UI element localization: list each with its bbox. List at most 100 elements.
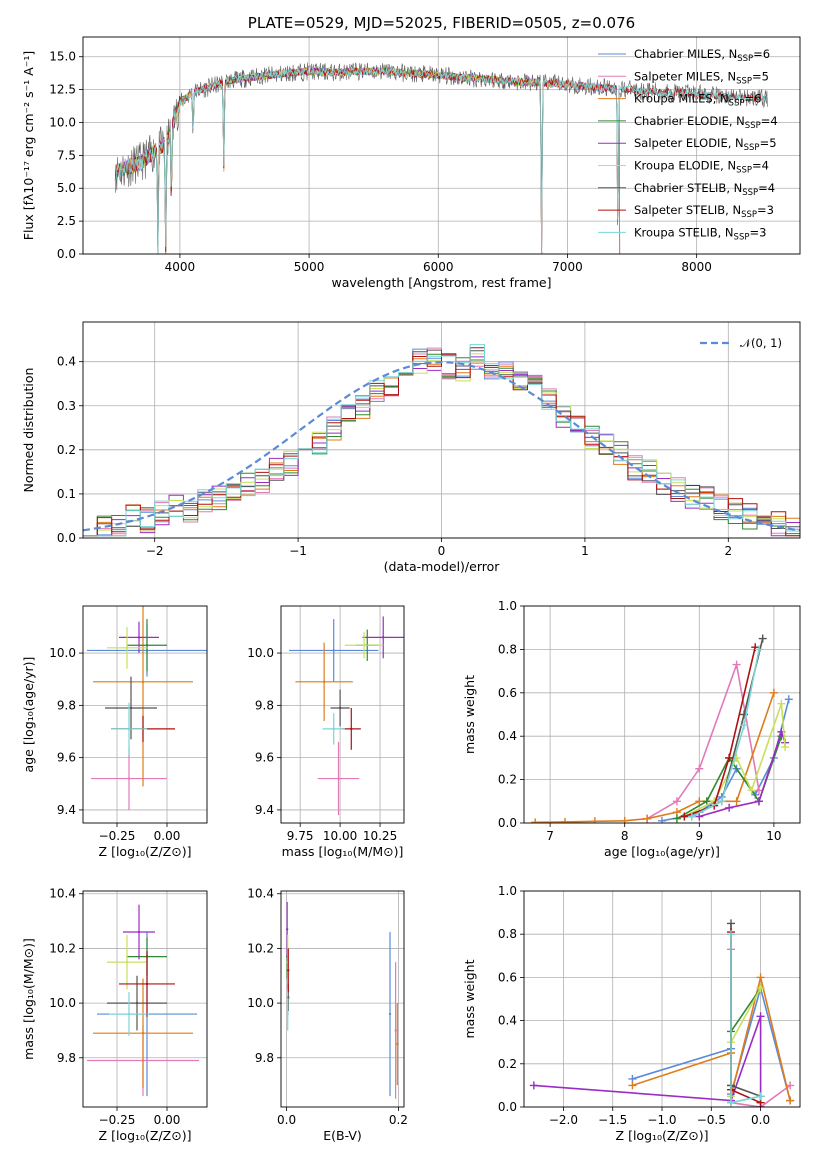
x-tick-label: 10 xyxy=(766,829,781,843)
data-point xyxy=(137,930,141,934)
data-point xyxy=(338,706,342,710)
legend-sub: SSP xyxy=(745,121,761,131)
plus-marker xyxy=(756,984,765,993)
y-tick-label: 9.8 xyxy=(255,698,274,712)
legend-label: Kroupa ELODIE, N xyxy=(634,159,736,173)
legend-sub: SSP xyxy=(736,76,752,86)
x-tick-label: 4000 xyxy=(165,260,196,274)
data-point xyxy=(125,960,129,964)
plus-marker xyxy=(732,797,741,806)
legend-suffix: =5 xyxy=(752,69,769,83)
legend-sub: SSP xyxy=(741,210,757,220)
legend-suffix: =6 xyxy=(753,47,770,61)
plus-marker xyxy=(725,803,734,812)
data-point xyxy=(382,636,385,639)
data-point xyxy=(362,644,366,647)
plus-marker xyxy=(561,817,570,823)
x-tick-label: 0.0 xyxy=(277,1113,296,1127)
legend-entry: Kroupa STELIB, NSSP=3 xyxy=(634,225,766,242)
plus-marker xyxy=(781,743,790,752)
plus-marker xyxy=(680,812,689,821)
y-tick-label: 0.3 xyxy=(57,399,76,413)
grid-lines xyxy=(83,606,207,823)
x-tick-label: 9.75 xyxy=(287,829,314,843)
y-tick-label: 10.0 xyxy=(49,115,76,129)
x-tick-label: 5000 xyxy=(294,260,325,274)
plus-marker xyxy=(717,797,726,806)
plot-area xyxy=(529,919,795,1107)
weight-line-chabrier-miles xyxy=(661,699,790,822)
plus-marker xyxy=(620,816,629,823)
y-tick-label: 9.8 xyxy=(57,698,76,712)
hist-salpeter-stelib xyxy=(83,347,800,537)
legend-label: Chabrier MILES, N xyxy=(634,47,737,61)
legend-suffix: =4 xyxy=(752,159,769,173)
plus-marker xyxy=(531,818,540,823)
plot-area xyxy=(87,606,207,810)
legend-sub: SSP xyxy=(744,143,760,153)
weight-line-salpeter-miles xyxy=(646,661,760,820)
plus-marker xyxy=(643,814,652,823)
y-tick-label: 10.0 xyxy=(247,996,274,1010)
x-tick-label: 0 xyxy=(438,544,446,558)
plus-marker xyxy=(784,695,793,704)
plus-marker xyxy=(754,645,763,654)
legend-sub: SSP xyxy=(734,232,750,242)
data-point xyxy=(127,727,131,731)
y-tick-label: 1.0 xyxy=(498,884,517,898)
plus-marker xyxy=(695,812,704,821)
y-tick-label: 0.0 xyxy=(57,247,76,261)
hist-kroupa-stelib xyxy=(83,344,800,537)
y-tick-label: 2.5 xyxy=(57,214,76,228)
plus-marker xyxy=(687,812,696,821)
legend: 𝒩(0, 1) xyxy=(700,336,782,350)
axes-frame xyxy=(280,605,405,824)
spectrum-line-chabrier-elodie xyxy=(114,67,543,254)
x-tick-label: 6000 xyxy=(423,260,454,274)
x-tick-label: 0.00 xyxy=(154,1113,181,1127)
y-tick-label: 0.6 xyxy=(498,686,517,700)
x-tick-label: 9 xyxy=(695,829,703,843)
plus-marker xyxy=(769,688,778,697)
grid-lines xyxy=(281,606,404,823)
y-tick-label: 0.2 xyxy=(498,1057,517,1071)
plus-marker xyxy=(529,1081,538,1090)
y-tick-label: 0.8 xyxy=(498,642,517,656)
x-tick-label: 10.25 xyxy=(363,829,397,843)
axes-frame xyxy=(82,36,801,255)
chart-title: PLATE=0529, MJD=52025, FIBERID=0505, z=0… xyxy=(248,14,635,32)
y-tick-label: 1.0 xyxy=(498,599,517,613)
axes-age-vs-Z: −0.25 0.00 9.4 9.6 9.8 10.0 Z [log₁₀(Z/Z⊙)] age… xyxy=(21,605,208,859)
y-tick-label: 10.4 xyxy=(247,887,274,901)
plus-marker xyxy=(727,1098,735,1107)
plus-marker xyxy=(727,919,735,928)
y-tick-label: 10.2 xyxy=(49,941,76,955)
grid-lines xyxy=(524,605,800,824)
axes-mass-weight-vs-Z: −2.0 −1.5 −1.0 −0.5 0.0 0.0 0.2 0.4 0.6 0.8 1.0 Z [… xyxy=(462,884,801,1143)
x-tick-label: −2.0 xyxy=(549,1113,578,1127)
plus-marker xyxy=(725,753,734,762)
x-tick-label: 7 xyxy=(546,829,554,843)
axes-frame xyxy=(82,605,208,824)
y-tick-label: 9.6 xyxy=(255,751,274,765)
y-tick-label: 0.2 xyxy=(57,443,76,457)
grid-lines xyxy=(524,890,800,1108)
y-tick-label: 9.4 xyxy=(57,803,76,817)
plus-marker xyxy=(695,764,704,773)
grid-lines xyxy=(83,891,207,1107)
x-axis-label: (data-model)/error xyxy=(384,559,501,574)
x-tick-label: 0.00 xyxy=(154,829,181,843)
plus-marker xyxy=(754,797,763,806)
axes-frame xyxy=(82,890,208,1108)
legend-entry: Salpeter ELODIE, NSSP=5 xyxy=(634,136,777,153)
plot-area xyxy=(531,634,793,823)
y-tick-label: 10.4 xyxy=(49,887,76,901)
data-point xyxy=(137,636,141,639)
plot-area xyxy=(83,344,800,537)
y-tick-label: 10.2 xyxy=(247,941,274,955)
x-axis-label: mass [log₁₀(M/M⊙)] xyxy=(282,844,404,859)
data-point xyxy=(388,1012,392,1016)
plus-marker xyxy=(695,797,704,806)
y-tick-label: 7.5 xyxy=(57,148,76,162)
legend-suffix: =4 xyxy=(761,114,778,128)
